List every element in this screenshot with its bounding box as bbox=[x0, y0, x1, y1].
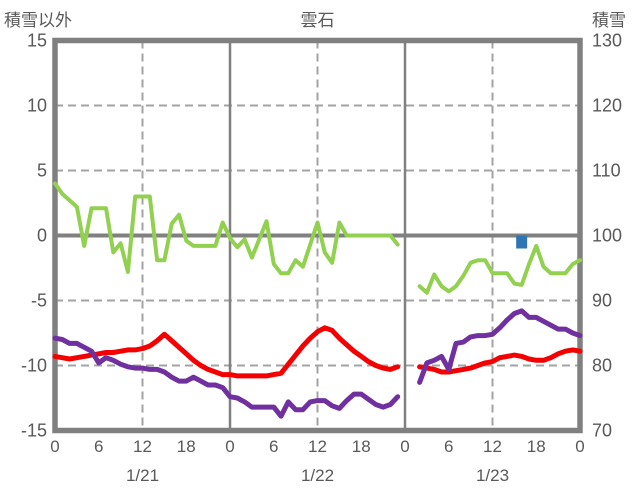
right-axis-tick-label: 90 bbox=[592, 291, 612, 311]
x-axis-hour-label: 12 bbox=[133, 437, 152, 456]
right-axis-tick-label: 70 bbox=[592, 421, 612, 441]
purple-line bbox=[417, 308, 583, 385]
x-axis-date-label: 1/21 bbox=[126, 466, 159, 485]
chart-title: 雲石 bbox=[300, 11, 335, 30]
x-axis-hour-label: 0 bbox=[50, 437, 59, 456]
x-axis-hour-label: 12 bbox=[308, 437, 327, 456]
right-axis-tick-label: 80 bbox=[592, 356, 612, 376]
left-axis-tick-label: 0 bbox=[37, 226, 47, 246]
left-axis-tick-label: 5 bbox=[37, 161, 47, 181]
right-axis-tick-label: 120 bbox=[592, 96, 622, 116]
right-axis-title: 積雪 bbox=[592, 11, 626, 30]
x-axis-hour-label: 18 bbox=[177, 437, 196, 456]
red-line bbox=[417, 347, 583, 375]
left-axis-tick-label: 10 bbox=[27, 96, 47, 116]
purple-line bbox=[52, 335, 401, 419]
x-axis-hour-label: 12 bbox=[483, 437, 502, 456]
right-axis-tick-label: 130 bbox=[592, 31, 622, 51]
x-axis-hour-label: 0 bbox=[225, 437, 234, 456]
x-axis-hour-label: 0 bbox=[575, 437, 584, 456]
green-line bbox=[53, 181, 400, 276]
x-axis-date-label: 1/22 bbox=[301, 466, 334, 485]
x-axis-date-label: 1/23 bbox=[476, 466, 509, 485]
left-axis-tick-label: 15 bbox=[27, 31, 47, 51]
green-line bbox=[417, 243, 582, 295]
x-axis-hour-label: 6 bbox=[94, 437, 103, 456]
right-axis-tick-label: 100 bbox=[592, 226, 622, 246]
x-axis-hour-label: 18 bbox=[527, 437, 546, 456]
red-line bbox=[52, 325, 401, 379]
left-axis-tick-label: -10 bbox=[21, 356, 47, 376]
left-axis-title: 積雪以外 bbox=[4, 11, 72, 30]
x-axis-hour-label: 6 bbox=[444, 437, 453, 456]
x-axis-hour-label: 0 bbox=[400, 437, 409, 456]
right-axis-tick-label: 110 bbox=[592, 161, 621, 181]
blue-square-marker bbox=[516, 235, 528, 249]
x-axis-hour-label: 18 bbox=[352, 437, 371, 456]
plot-frame bbox=[52, 37, 583, 434]
x-axis-hour-label: 6 bbox=[269, 437, 278, 456]
left-axis-tick-label: -5 bbox=[31, 291, 47, 311]
left-axis-tick-label: -15 bbox=[21, 421, 47, 441]
